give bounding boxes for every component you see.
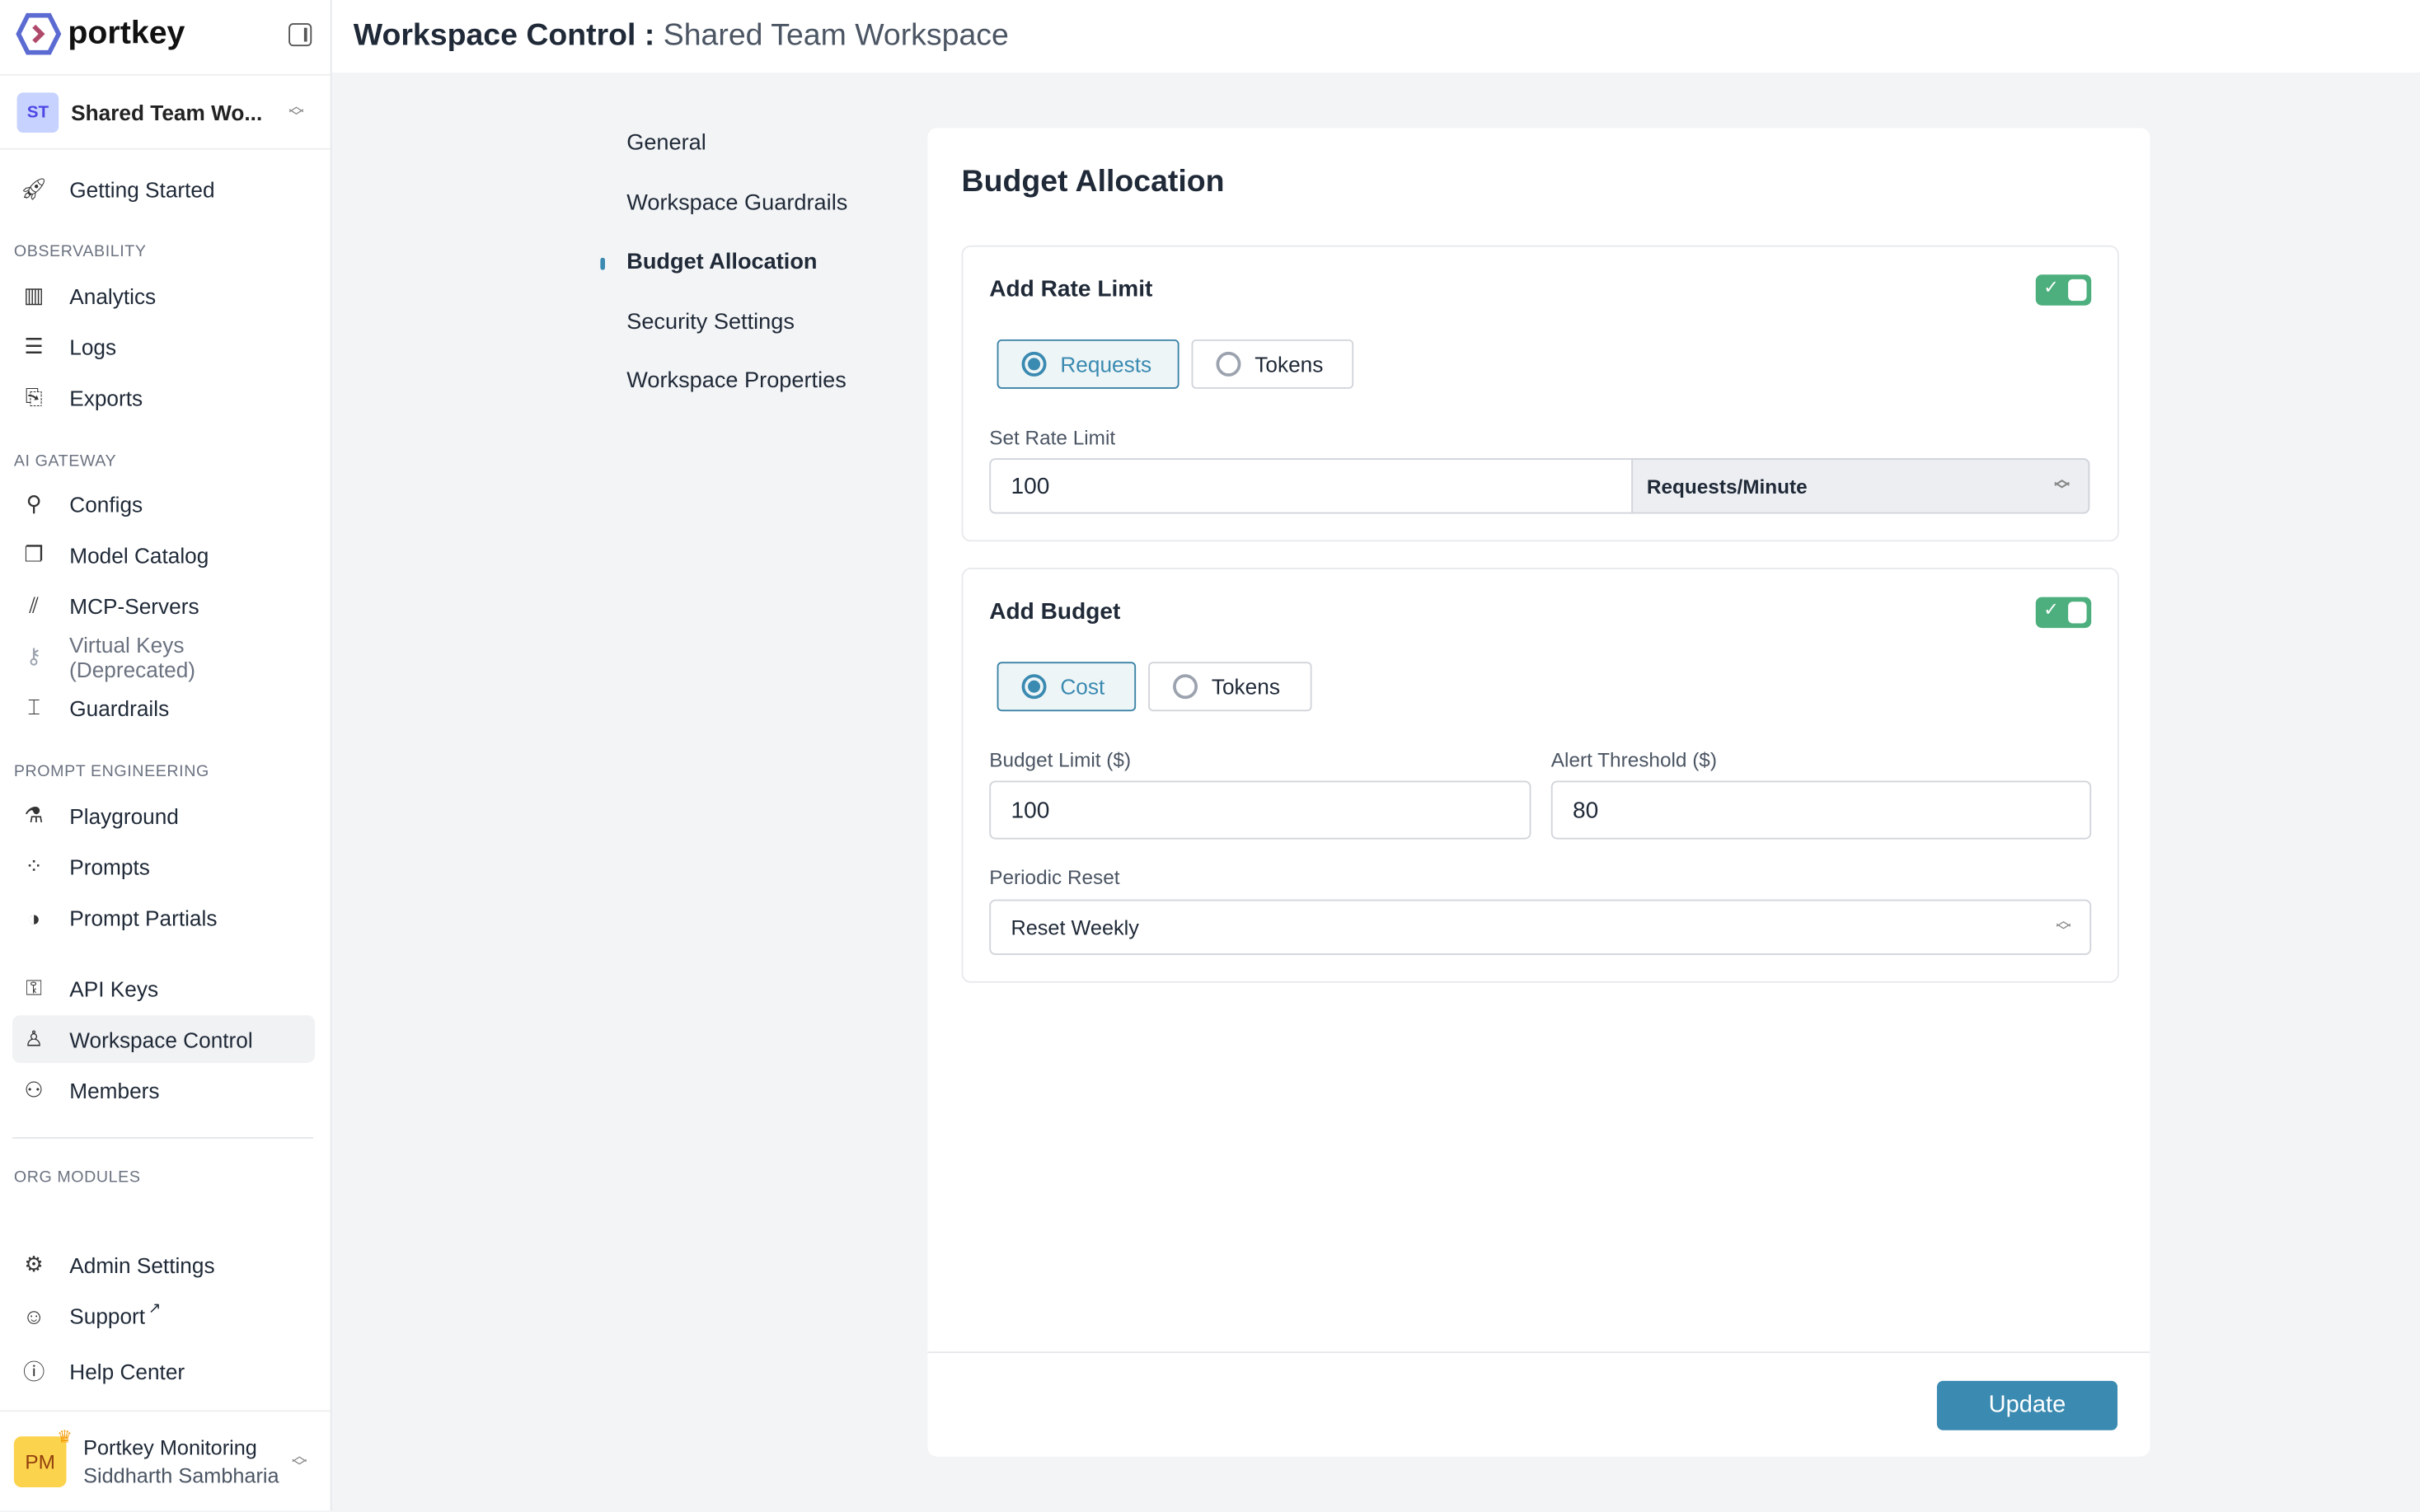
top-header: Workspace Control : Shared Team Workspac… [331, 0, 2420, 73]
workspace-selector[interactable]: ST Shared Team Wo... ︿ ﹀ [0, 73, 331, 150]
sidebar-item-analytics[interactable]: ▥ Analytics [12, 272, 315, 320]
footer-divider [927, 1351, 2150, 1354]
sidebar-item-prompts[interactable]: ⁘ Prompts [12, 842, 315, 890]
user-menu[interactable]: PM ♛ Portkey Monitoring Siddharth Sambha… [0, 1410, 331, 1512]
api-key-icon: ⚿ [26, 975, 43, 1000]
active-indicator [600, 257, 606, 270]
check-icon: ✓ [2043, 276, 2059, 298]
sidebar-item-logs[interactable]: ☰ Logs [12, 322, 315, 370]
check-icon: ✓ [2043, 598, 2059, 620]
workspace-badge: ST [16, 92, 59, 133]
workspace-control-icon: ♙ [24, 1026, 44, 1051]
chevron-updown-icon: ︿ ﹀ [288, 98, 304, 127]
sidebar-item-admin-settings[interactable]: ⚙ Admin Settings [12, 1240, 315, 1288]
budget-limit-label: Budget Limit ($) [989, 748, 1132, 772]
alert-threshold-input[interactable]: 80 [1550, 780, 2092, 840]
card-title: Budget Allocation [961, 165, 1225, 199]
users-icon: ⚇ [24, 1076, 44, 1102]
mcp-icon: ⫽ [29, 592, 40, 617]
budget-limit-input[interactable]: 100 [989, 780, 1531, 840]
subnav-security-settings[interactable]: Security Settings [626, 310, 795, 335]
rate-limit-label: Set Rate Limit [989, 425, 1116, 449]
sidebar-item-guardrails[interactable]: ⌶ Guardrails [12, 683, 315, 731]
sidebar-item-getting-started[interactable]: 🚀︎ Getting Started [20, 176, 215, 202]
flask-icon: ⚗ [24, 802, 44, 827]
radio-cost[interactable]: Cost [997, 662, 1137, 712]
radio-budget-tokens[interactable]: Tokens [1148, 662, 1312, 712]
sidebar-item-support[interactable]: ☺ Support ↗ [12, 1291, 315, 1339]
sidebar-item-configs[interactable]: ⚲ Configs [12, 480, 315, 527]
workspace-name: Shared Team Wo... [71, 100, 263, 125]
update-button[interactable]: Update [1936, 1380, 2118, 1430]
subnav-general[interactable]: General [626, 131, 706, 157]
rate-unit-select[interactable]: Requests/Minute ︿ ﹀ [1631, 458, 2090, 514]
page-title: Workspace Control : Shared Team Workspac… [353, 18, 1009, 53]
support-icon: ☺ [22, 1303, 45, 1328]
prompts-icon: ⁘ [25, 853, 44, 878]
section-org-modules: ORG MODULES [13, 1168, 141, 1187]
section-observability: OBSERVABILITY [13, 241, 147, 261]
section-ai-gateway: AI GATEWAY [13, 452, 117, 471]
avatar: PM [13, 1436, 67, 1488]
export-icon: ⎘ [25, 384, 43, 410]
sidebar-item-model-catalog[interactable]: ❐ Model Catalog [12, 531, 315, 578]
chevron-updown-icon: ︿ ﹀ [291, 1449, 307, 1477]
rate-limit-toggle[interactable]: ✓ [2035, 274, 2092, 306]
sliders-icon: ⚲ [26, 490, 42, 516]
budget-toggle[interactable]: ✓ [2035, 597, 2092, 629]
section-prompt-engineering: PROMPT ENGINEERING [13, 761, 209, 781]
catalog-icon: ❐ [24, 541, 44, 567]
portkey-logo[interactable]: portkey [16, 12, 185, 55]
sidebar-item-prompt-partials[interactable]: ◑ Prompt Partials [12, 893, 315, 941]
sidebar-item-api-keys[interactable]: ⚿ API Keys [12, 964, 315, 1012]
sidebar-item-virtual-keys[interactable]: ⚷ Virtual Keys (Deprecated) [12, 632, 315, 681]
key-icon: ⚷ [26, 643, 42, 668]
logs-icon: ☰ [24, 333, 44, 358]
half-circle-icon: ◑ [27, 905, 41, 930]
budget-allocation-card: Budget Allocation Add Rate Limit ✓ Reque… [927, 128, 2150, 1457]
help-icon: ⓘ [23, 1358, 45, 1383]
sidebar-item-help-center[interactable]: ⓘ Help Center [12, 1347, 315, 1395]
sidebar-item-workspace-control[interactable]: ♙ Workspace Control [12, 1015, 315, 1064]
chevron-updown-icon: ︿ ﹀ [2056, 913, 2071, 942]
collapse-sidebar-icon[interactable] [288, 23, 312, 47]
chevron-updown-icon: ︿ ﹀ [2054, 471, 2070, 500]
guardrails-icon: ⌶ [27, 694, 41, 719]
sidebar-item-members[interactable]: ⚇ Members [12, 1066, 315, 1114]
crown-icon: ♛ [57, 1428, 73, 1448]
periodic-reset-select[interactable]: Reset Weekly ︿ ﹀ [989, 899, 2092, 956]
budget-title: Add Budget [989, 598, 1121, 625]
user-name: Siddharth Sambharia [83, 1463, 279, 1488]
radio-requests[interactable]: Requests [997, 339, 1180, 389]
subnav-workspace-properties[interactable]: Workspace Properties [626, 368, 847, 394]
subnav-workspace-guardrails[interactable]: Workspace Guardrails [626, 191, 848, 217]
periodic-reset-label: Periodic Reset [989, 865, 1120, 889]
budget-section: Add Budget ✓ Cost Tokens Budget Limit ($… [961, 568, 2119, 983]
rate-limit-section: Add Rate Limit ✓ Requests Tokens Set Rat… [961, 245, 2119, 542]
rocket-icon: 🚀︎ [20, 176, 48, 201]
external-link-icon: ↗ [148, 1300, 162, 1318]
sidebar-item-mcp-servers[interactable]: ⫽ MCP-Servers [12, 582, 315, 630]
bar-chart-icon: ▥ [23, 282, 45, 307]
subnav-budget-allocation[interactable]: Budget Allocation [626, 250, 818, 275]
radio-tokens[interactable]: Tokens [1191, 339, 1354, 389]
portkey-logo-icon [16, 12, 62, 55]
divider [12, 1136, 314, 1139]
org-name: Portkey Monitoring [83, 1436, 257, 1460]
rate-limit-title: Add Rate Limit [989, 276, 1153, 303]
gear-icon: ⚙ [24, 1251, 44, 1276]
alert-threshold-label: Alert Threshold ($) [1550, 748, 1717, 772]
sidebar-item-playground[interactable]: ⚗ Playground [12, 792, 315, 840]
sidebar: portkey ST Shared Team Wo... ︿ ﹀ 🚀︎ Gettin… [0, 0, 332, 1512]
sidebar-item-exports[interactable]: ⎘ Exports [12, 373, 315, 421]
